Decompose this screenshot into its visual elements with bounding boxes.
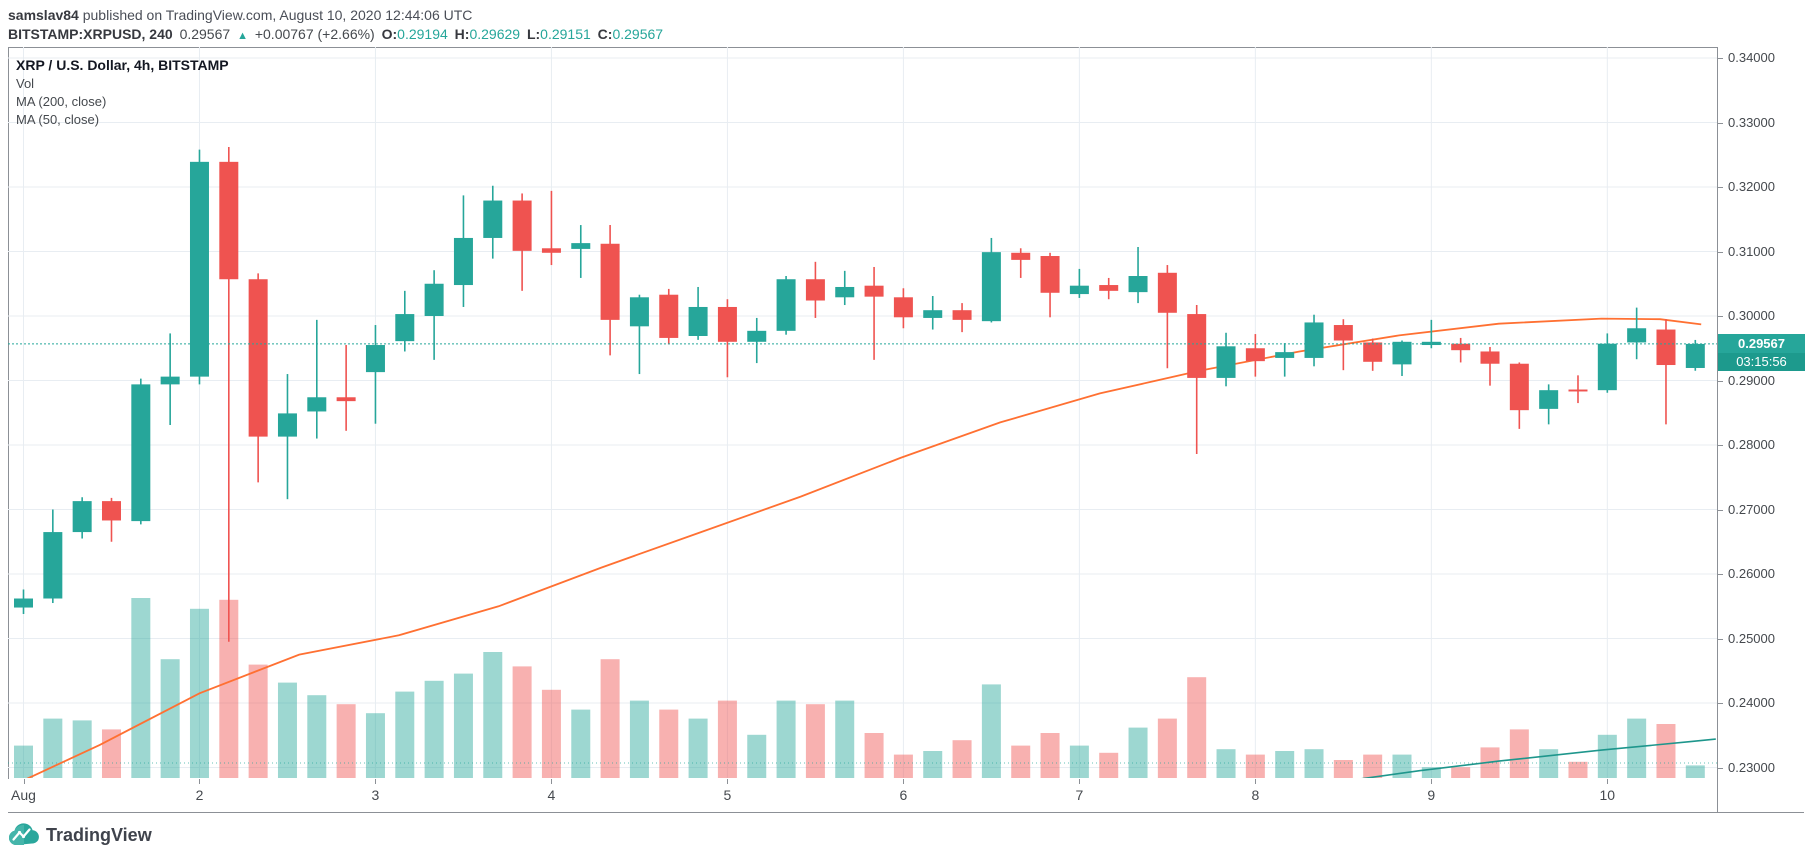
time-tick-mark xyxy=(375,779,377,784)
up-arrow-icon: ▲ xyxy=(237,30,248,42)
price-tick-mark xyxy=(1718,380,1723,382)
time-tick-label: Aug xyxy=(11,787,36,803)
low-label: L: xyxy=(526,26,541,42)
open-value: 0.29194 xyxy=(397,26,448,42)
price-tick-label: 0.32000 xyxy=(1728,179,1775,194)
price-tick-mark xyxy=(1718,574,1723,575)
close-label: C: xyxy=(597,26,613,42)
price-tick-label: 0.25000 xyxy=(1728,630,1775,646)
bottom-border xyxy=(8,812,1804,813)
time-tick-mark xyxy=(23,779,25,784)
time-tick-label: 2 xyxy=(195,787,204,803)
high-label: H: xyxy=(454,26,470,42)
time-tick-label: 6 xyxy=(899,787,908,803)
time-tick-label: 8 xyxy=(1251,787,1260,803)
price-tick-label: 0.26000 xyxy=(1728,566,1775,581)
time-tick-mark xyxy=(903,779,905,784)
time-tick-mark xyxy=(1431,779,1433,784)
price-tick-mark xyxy=(1718,122,1723,124)
tradingview-logo-text: TradingView xyxy=(46,824,152,845)
time-axis[interactable]: Aug 2 3 4 5 6 7 8 9 10 xyxy=(0,779,1717,812)
time-tick-label: 4 xyxy=(547,787,556,803)
low-value: 0.29151 xyxy=(540,26,591,42)
open-label: O: xyxy=(381,26,398,42)
price-tick-label: 0.29000 xyxy=(1728,372,1775,388)
time-tick-label: 5 xyxy=(723,787,732,803)
time-tick-label: 7 xyxy=(1075,787,1084,803)
publish-header: samslav84 published on TradingView.com, … xyxy=(8,6,472,25)
legend-volume[interactable]: Vol xyxy=(16,76,35,91)
publish-info: published on TradingView.com, August 10,… xyxy=(78,7,473,23)
price-tick-mark xyxy=(1718,251,1723,253)
time-tick-mark xyxy=(1079,779,1081,784)
price-tick-label: 0.24000 xyxy=(1728,695,1775,710)
price-tick-label: 0.34000 xyxy=(1728,50,1775,65)
price-change: +0.00767 (+2.66%) xyxy=(254,26,375,42)
high-value: 0.29629 xyxy=(469,26,521,42)
price-tick-mark xyxy=(1718,58,1723,59)
legend-title[interactable]: XRP / U.S. Dollar, 4h, BITSTAMP xyxy=(16,57,229,73)
price-tick-label: 0.31000 xyxy=(1728,243,1775,259)
time-tick-mark xyxy=(1255,779,1257,784)
current-price-label: 0.29567 xyxy=(1718,333,1805,353)
last-price: 0.29567 xyxy=(179,26,231,42)
tradingview-logo-icon xyxy=(8,823,39,845)
price-tick-label: 0.33000 xyxy=(1728,114,1775,130)
time-tick-label: 10 xyxy=(1599,787,1616,803)
chart-legend: XRP / U.S. Dollar, 4h, BITSTAMP Vol MA (… xyxy=(16,56,229,129)
username: samslav84 xyxy=(8,7,79,23)
time-tick-label: 9 xyxy=(1427,787,1436,803)
time-tick-mark xyxy=(551,779,553,784)
time-tick-mark xyxy=(199,779,201,784)
symbol-name: BITSTAMP:XRPUSD, 240 xyxy=(8,26,173,42)
time-tick-label: 3 xyxy=(371,787,380,803)
price-tick-label: 0.23000 xyxy=(1728,759,1775,775)
legend-ma200[interactable]: MA (200, close) xyxy=(16,94,107,109)
price-tick-label: 0.30000 xyxy=(1728,308,1775,323)
candle-countdown: 03:15:56 xyxy=(1718,352,1805,371)
tradingview-logo[interactable]: TradingView xyxy=(8,822,152,848)
time-tick-mark xyxy=(727,779,729,784)
price-axis-separator xyxy=(1717,47,1718,812)
time-tick-mark xyxy=(1607,779,1609,784)
symbol-ohlc-bar: BITSTAMP:XRPUSD, 240 0.29567 ▲ +0.00767 … xyxy=(8,25,666,46)
close-value: 0.29567 xyxy=(612,26,664,42)
price-tick-mark xyxy=(1718,638,1723,640)
legend-ma50[interactable]: MA (50, close) xyxy=(16,112,100,127)
price-tick-mark xyxy=(1718,767,1723,769)
price-tick-mark xyxy=(1718,187,1723,188)
price-tick-mark xyxy=(1718,316,1723,317)
price-tick-mark xyxy=(1718,445,1723,446)
price-tick-mark xyxy=(1718,703,1723,704)
price-tick-label: 0.27000 xyxy=(1728,501,1775,517)
price-tick-mark xyxy=(1718,509,1723,511)
chart-frame xyxy=(8,47,1804,812)
price-tick-label: 0.28000 xyxy=(1728,437,1775,452)
price-axis[interactable]: 0.29567 03:15:56 0.34000 0.33000 0.32000 0.… xyxy=(1718,47,1805,812)
